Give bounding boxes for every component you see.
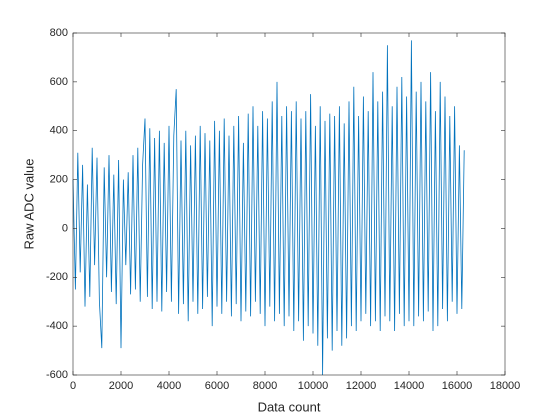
y-tick-label: -400: [46, 320, 68, 332]
y-tick-label: -200: [46, 271, 68, 283]
y-axis-label: Raw ADC value: [21, 158, 36, 249]
data-line: [72, 40, 465, 376]
x-tick-label: 18000: [490, 380, 521, 392]
y-tick-label: 600: [50, 76, 68, 88]
x-tick-label: 16000: [442, 380, 473, 392]
x-tick-label: 6000: [205, 380, 229, 392]
y-tick-label: 200: [50, 173, 68, 185]
x-tick-label: 4000: [157, 380, 181, 392]
y-tick-label: -600: [46, 369, 68, 381]
x-tick-label: 2000: [109, 380, 133, 392]
x-tick-label: 0: [70, 380, 76, 392]
x-tick-label: 12000: [346, 380, 377, 392]
x-axis-label: Data count: [258, 399, 321, 414]
x-tick-label: 10000: [298, 380, 329, 392]
axes-box: [72, 32, 506, 376]
y-tick-label: 400: [50, 125, 68, 137]
y-tick-label: 800: [50, 27, 68, 39]
y-tick-label: 0: [62, 222, 68, 234]
x-tick-label: 14000: [394, 380, 425, 392]
x-tick-label: 8000: [253, 380, 277, 392]
